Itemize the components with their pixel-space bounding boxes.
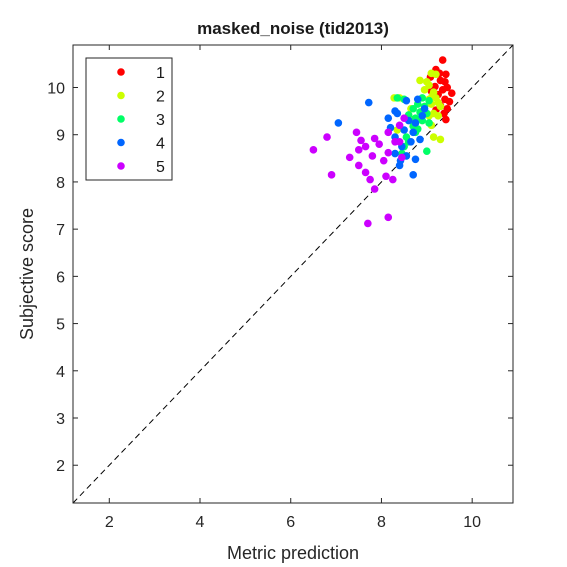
data-point-series-5 <box>400 114 408 122</box>
data-point-series-5 <box>361 168 370 177</box>
x-tick-label: 4 <box>196 514 205 531</box>
data-point-series-1 <box>438 56 447 64</box>
data-point-series-1 <box>440 109 448 118</box>
data-point-series-1 <box>445 97 454 106</box>
x-axis-label: Metric prediction <box>227 543 359 563</box>
data-point-series-5 <box>361 142 370 151</box>
y-tick-label: 10 <box>47 80 65 97</box>
data-point-series-5 <box>345 153 354 162</box>
data-point-series-4 <box>391 149 399 158</box>
data-point-series-5 <box>309 146 318 154</box>
data-point-series-5 <box>375 140 383 148</box>
data-point-series-5 <box>370 185 379 193</box>
data-point-series-1 <box>442 115 450 124</box>
data-point-series-4 <box>407 137 415 146</box>
data-point-series-4 <box>411 155 420 164</box>
y-tick-label: 3 <box>56 411 65 428</box>
data-point-series-2 <box>434 112 442 120</box>
data-point-series-4 <box>384 114 393 122</box>
legend-label-2: 2 <box>156 89 165 106</box>
data-point-series-5 <box>370 134 379 143</box>
data-point-series-3 <box>393 94 402 102</box>
legend-marker-4 <box>117 138 125 147</box>
legend-marker-2 <box>117 91 125 100</box>
y-tick-label: 6 <box>56 269 65 286</box>
y-axis-label: Subjective score <box>17 208 37 340</box>
legend-label-4: 4 <box>156 136 165 153</box>
data-point-series-4 <box>409 171 418 179</box>
legend: 1 2 3 4 5 <box>85 57 173 181</box>
data-point-series-3 <box>409 104 418 113</box>
y-tick-label: 8 <box>56 175 65 192</box>
y-tick-label: 9 <box>56 128 65 145</box>
legend-label-1: 1 <box>156 65 165 82</box>
data-point-series-5 <box>357 136 365 145</box>
data-point-series-5 <box>398 153 406 162</box>
data-point-series-4 <box>413 95 422 104</box>
data-point-series-4 <box>411 119 420 127</box>
data-point-series-5 <box>379 156 388 165</box>
data-point-series-5 <box>384 148 393 157</box>
data-point-series-3 <box>423 147 431 156</box>
data-point-series-1 <box>447 89 456 97</box>
data-point-series-5 <box>352 128 361 137</box>
x-tick-label: 8 <box>377 514 386 531</box>
data-point-series-2 <box>436 102 445 111</box>
y-tick-label: 7 <box>56 222 65 239</box>
x-tick-label: 6 <box>286 514 295 531</box>
data-point-series-4 <box>420 104 429 113</box>
data-point-series-1 <box>438 86 447 94</box>
y-tick-label: 5 <box>56 317 65 334</box>
data-point-series-4 <box>416 135 424 144</box>
data-point-series-5 <box>384 128 393 137</box>
legend-marker-3 <box>117 115 125 123</box>
y-tick-label: 4 <box>56 364 65 381</box>
plot-area-frame <box>72 44 514 504</box>
data-point-series-4 <box>400 126 408 134</box>
data-point-series-4 <box>391 107 399 115</box>
data-point-series-5 <box>388 175 397 184</box>
x-tick-label: 10 <box>463 514 481 531</box>
legend-label-5: 5 <box>156 159 165 176</box>
data-point-series-5 <box>395 121 404 130</box>
data-point-series-5 <box>395 137 404 146</box>
data-point-series-5 <box>382 172 390 181</box>
data-point-series-5 <box>354 161 363 170</box>
data-point-series-2 <box>432 70 440 79</box>
data-point-series-2 <box>429 133 438 141</box>
data-point-series-5 <box>323 133 331 141</box>
data-point-series-4 <box>364 98 373 107</box>
data-point-series-2 <box>436 135 445 144</box>
data-point-series-5 <box>364 219 372 228</box>
data-point-series-4 <box>409 128 418 137</box>
data-point-series-5 <box>366 175 374 184</box>
data-point-series-2 <box>420 86 429 94</box>
legend-box <box>85 57 173 181</box>
data-point-series-4 <box>395 161 404 170</box>
data-point-series-2 <box>425 81 433 89</box>
data-point-series-4 <box>402 96 411 105</box>
reference-line <box>72 44 514 504</box>
legend-marker-5 <box>117 162 125 170</box>
legend-label-3: 3 <box>156 112 165 129</box>
data-point-series-4 <box>334 119 343 127</box>
chart-title: masked_noise (tid2013) <box>197 19 389 38</box>
data-point-series-5 <box>368 152 377 160</box>
data-point-series-5 <box>327 171 336 179</box>
data-point-series-2 <box>416 76 424 85</box>
data-point-series-4 <box>418 112 427 120</box>
data-point-series-3 <box>425 96 433 105</box>
y-tick-label: 2 <box>56 458 65 475</box>
x-tick-label: 2 <box>105 514 114 531</box>
data-point-series-5 <box>384 213 393 222</box>
data-point-series-1 <box>442 70 450 79</box>
data-point-series-3 <box>425 119 433 127</box>
data-point-series-5 <box>354 146 363 154</box>
legend-marker-1 <box>117 68 125 76</box>
